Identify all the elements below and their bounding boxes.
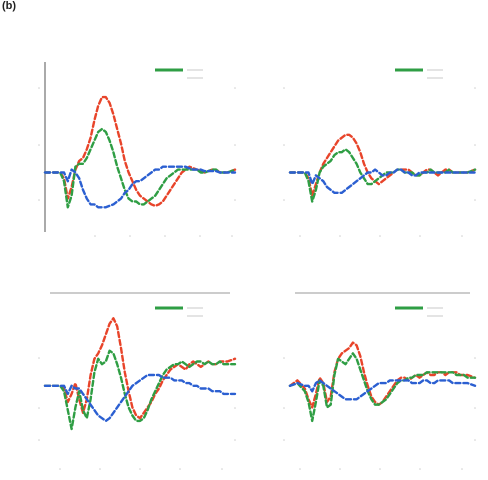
series-line-green [288, 352, 477, 423]
x-tick-mark [299, 235, 301, 237]
x-tick-mark [199, 235, 201, 237]
y-tick-mark [283, 199, 285, 201]
series-line-red [43, 317, 237, 420]
y-tick-mark-right [474, 407, 476, 409]
x-tick-mark [99, 468, 101, 470]
panel-letter: (b) [2, 0, 17, 12]
y-tick-mark-right [234, 144, 236, 146]
x-tick-mark [164, 235, 166, 237]
x-tick-mark [339, 468, 341, 470]
y-tick-mark-right [234, 199, 236, 201]
chart-panel-2 [283, 68, 477, 237]
y-tick-mark [283, 407, 285, 409]
x-tick-mark [461, 468, 463, 470]
series-line-blue [43, 373, 237, 423]
x-tick-mark [379, 235, 381, 237]
y-tick-mark-right [474, 357, 476, 359]
series-line-red [43, 95, 237, 207]
x-tick-mark [461, 235, 463, 237]
x-tick-mark [179, 468, 181, 470]
x-tick-mark [94, 235, 96, 237]
y-tick-mark-right [234, 87, 236, 89]
x-tick-mark [221, 468, 223, 470]
y-tick-mark [283, 439, 285, 441]
x-tick-mark [419, 468, 421, 470]
y-tick-mark [283, 144, 285, 146]
series-line-blue [288, 379, 477, 401]
y-tick-mark [283, 87, 285, 89]
x-tick-mark [129, 235, 131, 237]
y-tick-mark-right [474, 439, 476, 441]
y-tick-mark [38, 407, 40, 409]
x-tick-mark [339, 235, 341, 237]
x-tick-mark [139, 468, 141, 470]
x-tick-mark [299, 468, 301, 470]
x-tick-mark [231, 235, 233, 237]
y-tick-mark-right [474, 199, 476, 201]
x-tick-mark [419, 235, 421, 237]
y-tick-mark [283, 357, 285, 359]
series-line-green [43, 127, 237, 209]
y-tick-mark-right [474, 87, 476, 89]
y-tick-mark-right [474, 144, 476, 146]
y-tick-mark [38, 439, 40, 441]
series-line-green [43, 349, 237, 431]
y-tick-mark [38, 199, 40, 201]
chart-panel-1 [38, 62, 237, 237]
y-tick-mark [38, 87, 40, 89]
y-tick-mark [38, 357, 40, 359]
y-tick-mark-right [234, 439, 236, 441]
series-line-blue [43, 165, 237, 209]
chart-panel-3 [38, 292, 237, 470]
x-tick-mark [379, 468, 381, 470]
x-tick-mark [59, 468, 61, 470]
y-tick-mark-right [234, 407, 236, 409]
chart-panel-4 [283, 292, 477, 470]
series-line-blue [288, 168, 477, 194]
y-tick-mark [38, 144, 40, 146]
